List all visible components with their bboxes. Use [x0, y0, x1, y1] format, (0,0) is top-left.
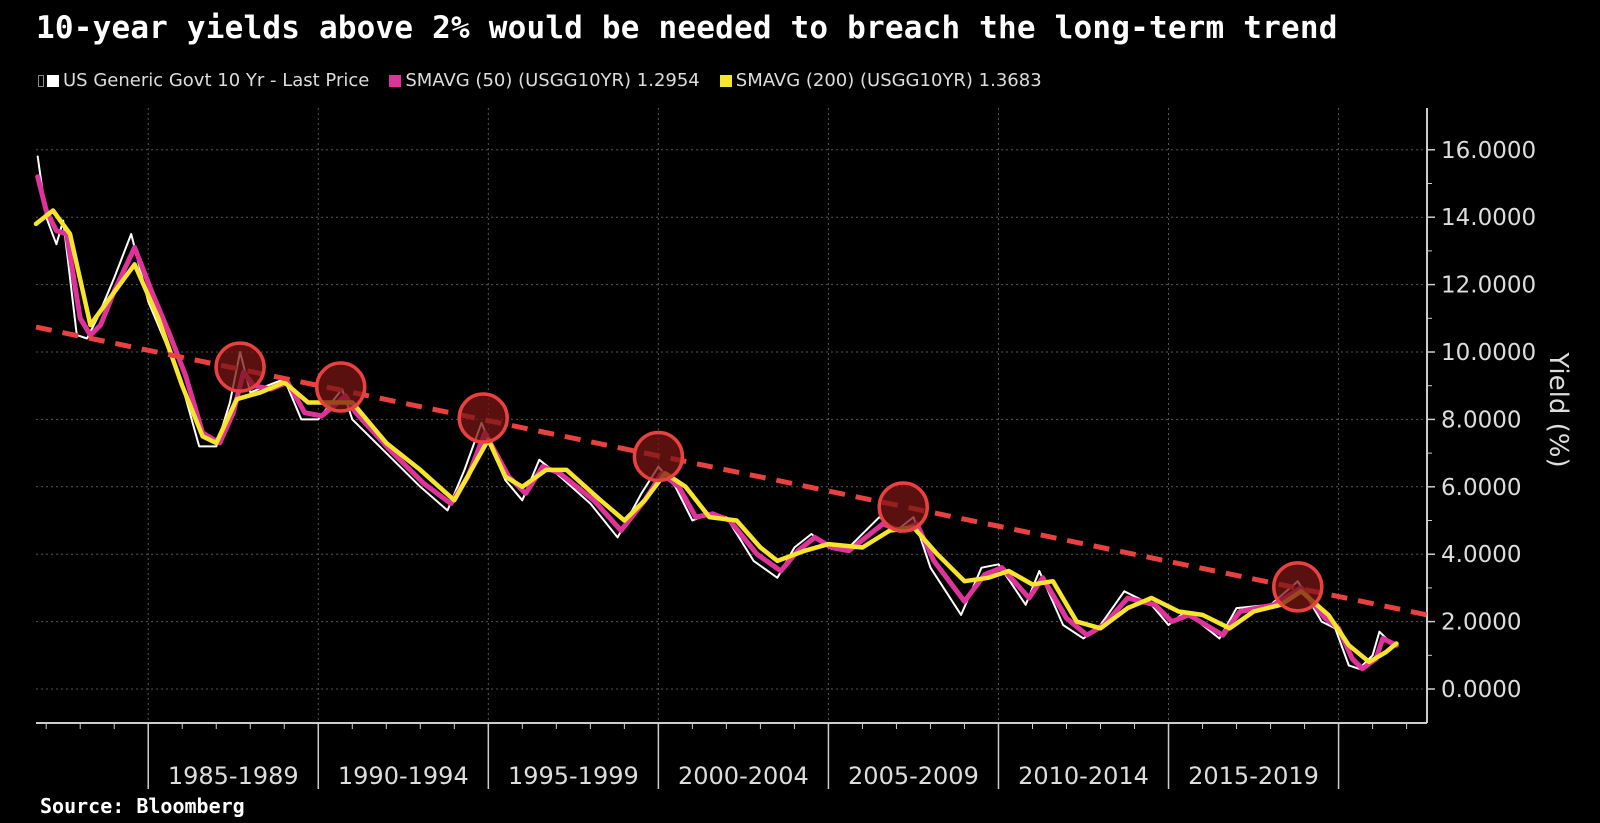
x-tick-label: 2000-2004 — [678, 762, 809, 790]
x-tick-label: 2015-2019 — [1188, 762, 1319, 790]
x-tick-label: 2005-2009 — [848, 762, 979, 790]
highlight-circle — [1272, 561, 1324, 613]
highlight-circle — [457, 392, 509, 444]
x-tick-label: 1990-1994 — [338, 762, 469, 790]
legend-swatch-white — [47, 74, 59, 87]
x-tick-label: 1995-1999 — [508, 762, 639, 790]
chart-title: 10-year yields above 2% would be needed … — [36, 10, 1338, 46]
highlight-circle — [214, 341, 266, 393]
y-tick-label: 10.0000 — [1441, 340, 1536, 366]
highlight-circle — [314, 361, 367, 413]
series-sma200 — [33, 208, 1399, 665]
highlight-circle — [877, 481, 929, 533]
y-tick-label: 2.0000 — [1441, 610, 1521, 636]
trend-line — [35, 324, 1428, 618]
legend-item-sma50: SMAVG (50) (USGG10YR) 1.2954 — [389, 70, 700, 91]
candle-icon — [38, 74, 44, 87]
x-tick-label: 1985-1989 — [168, 762, 299, 790]
source-note: Source: Bloomberg — [40, 794, 245, 818]
highlight-circle — [632, 430, 685, 483]
y-tick-label: 16.0000 — [1441, 138, 1536, 164]
legend-item-sma200: SMAVG (200) (USGG10YR) 1.3683 — [719, 70, 1042, 91]
legend: US Generic Govt 10 Yr - Last Price SMAVG… — [38, 70, 1062, 91]
legend-swatch-yellow — [719, 74, 732, 87]
legend-label: SMAVG (200) (USGG10YR) 1.3683 — [735, 70, 1042, 91]
y-tick-label: 6.0000 — [1441, 475, 1521, 501]
y-tick-label: 12.0000 — [1441, 273, 1536, 299]
series-last-price — [36, 155, 1394, 670]
legend-label: US Generic Govt 10 Yr - Last Price — [63, 70, 370, 91]
x-tick-label: 2010-2014 — [1018, 762, 1149, 790]
legend-label: SMAVG (50) (USGG10YR) 1.2954 — [405, 70, 700, 91]
legend-item-last-price: US Generic Govt 10 Yr - Last Price — [38, 70, 369, 91]
y-tick-label: 8.0000 — [1441, 407, 1521, 433]
y-tick-label: 14.0000 — [1441, 205, 1536, 231]
legend-swatch-magenta — [389, 74, 402, 87]
series-sma50 — [35, 174, 1399, 672]
y-tick-label: 4.0000 — [1441, 542, 1521, 568]
y-tick-label: 0.0000 — [1441, 677, 1521, 703]
y-axis-label: Yield (%) — [1543, 351, 1573, 467]
